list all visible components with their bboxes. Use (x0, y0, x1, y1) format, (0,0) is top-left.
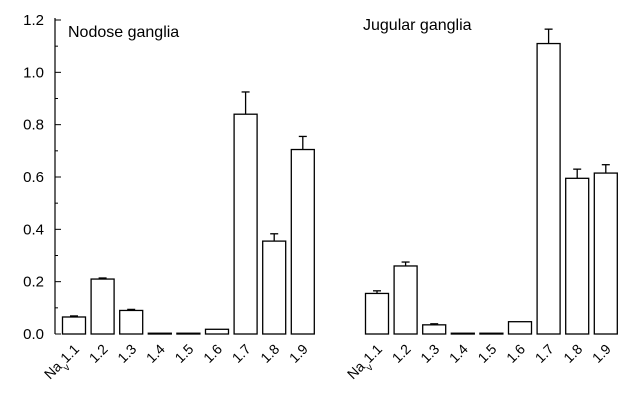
x-tick-label: 1.2 (86, 341, 111, 366)
bar (204, 328, 230, 335)
right-panel: Jugular ganglia Nav1.1 1.2 1.3 1.4 1.5 1.6 1.7… (344, 17, 618, 386)
x-tick-label: 1.8 (257, 341, 282, 366)
bar (61, 316, 87, 335)
left-bars (61, 91, 315, 335)
y-tick-label: 0.6 (23, 169, 44, 186)
x-tick-label: 1.9 (286, 341, 311, 366)
x-tick-label: 1.6 (200, 341, 225, 366)
x-tick-label: 1.7 (229, 341, 254, 366)
bar (565, 177, 590, 335)
x-tick-label: 1.7 (532, 341, 557, 366)
left-panel: Nodose ganglia 0.0 0.2 0.4 0.6 0.8 1.0 1.2 Nav… (23, 12, 315, 386)
bar (593, 172, 618, 335)
x-tick-label: 1.9 (589, 341, 614, 366)
x-tick-label: 1.4 (446, 341, 471, 366)
bar (90, 278, 115, 335)
x-tick-label: 1.2 (389, 341, 414, 366)
right-panel-title: Jugular ganglia (363, 17, 472, 34)
left-x-tick-labels: Nav1.1 1.2 1.3 1.4 1.5 1.6 1.7 1.8 1.9 (41, 341, 311, 386)
bar (233, 113, 258, 335)
bar (393, 265, 418, 335)
bar (119, 309, 144, 335)
y-tick-label: 0.2 (23, 274, 44, 291)
x-tick-label: 1.5 (171, 341, 196, 366)
x-tick-label: Nav1.1 (344, 341, 389, 386)
x-tick-label: 1.4 (143, 341, 168, 366)
bar (507, 321, 533, 335)
bar (422, 324, 447, 335)
y-tick-label: 0.4 (23, 221, 44, 238)
x-tick-label: Nav1.1 (41, 341, 86, 386)
right-bars (364, 28, 618, 335)
bar (262, 240, 287, 335)
y-tick-label: 0.8 (23, 117, 44, 134)
x-tick-label: 1.3 (114, 341, 139, 366)
bar (450, 332, 475, 335)
x-tick-label: 1.6 (503, 341, 528, 366)
left-y-ticks: 0.0 0.2 0.4 0.6 0.8 1.0 1.2 (23, 12, 61, 343)
bar (290, 148, 315, 335)
y-tick-label: 1.0 (23, 64, 44, 81)
bar (479, 332, 504, 335)
bar (364, 292, 390, 335)
y-tick-label: 1.2 (23, 12, 44, 29)
bar (536, 42, 561, 335)
bar (176, 332, 201, 335)
x-tick-label: 1.5 (474, 341, 499, 366)
bar (147, 332, 172, 335)
x-tick-label: 1.3 (417, 341, 442, 366)
y-tick-label: 0.0 (23, 326, 44, 343)
left-panel-title: Nodose ganglia (68, 24, 179, 41)
right-x-tick-labels: Nav1.1 1.2 1.3 1.4 1.5 1.6 1.7 1.8 1.9 (344, 341, 614, 386)
x-tick-label: 1.8 (560, 341, 585, 366)
